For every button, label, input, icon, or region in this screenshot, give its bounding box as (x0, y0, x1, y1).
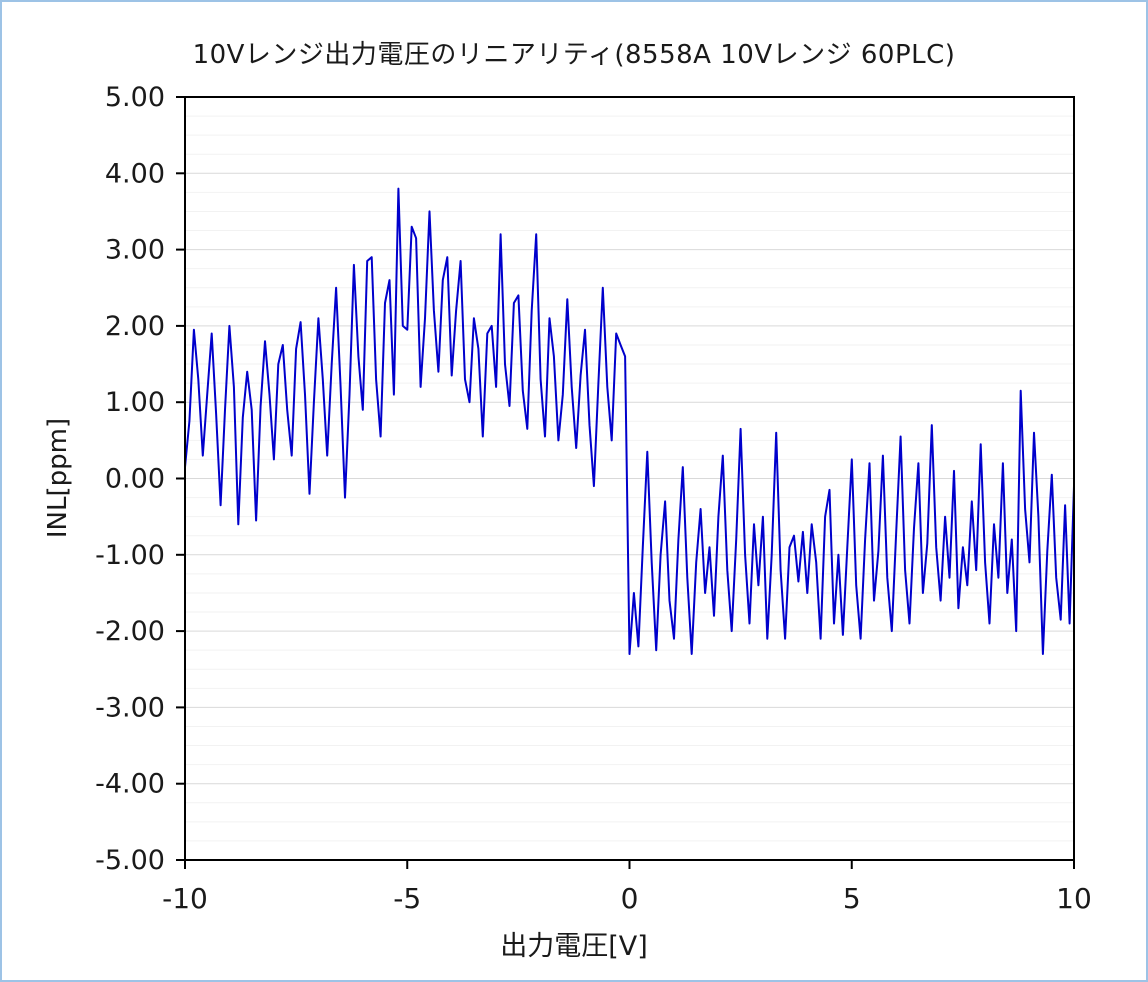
x-axis-title: 出力電圧[V] (500, 931, 648, 962)
series-line (184, 187, 1075, 655)
y-tick-label: -2.00 (95, 616, 165, 647)
y-tick-label: -3.00 (95, 692, 165, 723)
x-tick-label: 5 (843, 882, 861, 915)
x-tick-label: 0 (621, 882, 639, 915)
y-tick-label: 5.00 (105, 82, 165, 113)
y-tick-label: 0.00 (105, 464, 165, 495)
chart-title: 10Vレンジ出力電圧のリニアリティ(8558A 10Vレンジ 60PLC) (192, 40, 956, 70)
y-tick-label: -1.00 (95, 540, 165, 571)
x-tick-label: -5 (393, 882, 421, 915)
y-tick-label: 2.00 (105, 311, 165, 342)
y-tick-label: -5.00 (95, 845, 165, 876)
y-tick-label: 3.00 (105, 235, 165, 266)
y-tick-label: 1.00 (105, 387, 165, 418)
x-tick-label: 10 (1056, 882, 1092, 915)
x-tick-label: -10 (162, 882, 208, 915)
y-tick-label: -4.00 (95, 769, 165, 800)
y-tick-label: 4.00 (105, 158, 165, 189)
